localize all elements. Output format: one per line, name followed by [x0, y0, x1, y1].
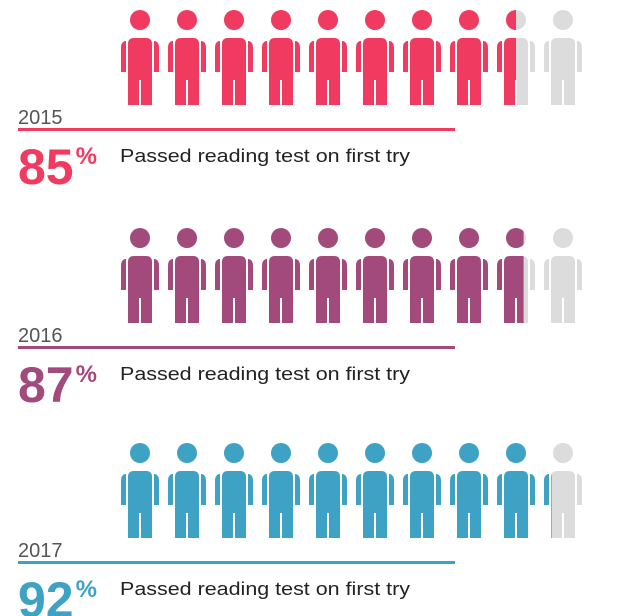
value-label: 85 — [18, 139, 74, 195]
caption: Passed reading test on first try — [120, 146, 410, 166]
year-label: 2015 — [18, 107, 63, 129]
unit-label: % — [76, 143, 97, 170]
icon-fill — [121, 443, 552, 538]
icon-fill — [121, 228, 524, 323]
unit-label: % — [76, 576, 97, 603]
year-label: 2016 — [18, 325, 63, 347]
row-rule — [18, 561, 455, 564]
value-label: 92 — [18, 572, 74, 616]
unit-label: % — [76, 361, 97, 388]
caption: Passed reading test on first try — [120, 579, 410, 599]
value-label: 87 — [18, 357, 74, 413]
row-rule — [18, 128, 455, 131]
icon-fill — [121, 10, 516, 105]
row-rule — [18, 346, 455, 349]
caption: Passed reading test on first try — [120, 364, 410, 384]
year-label: 2017 — [18, 540, 63, 562]
